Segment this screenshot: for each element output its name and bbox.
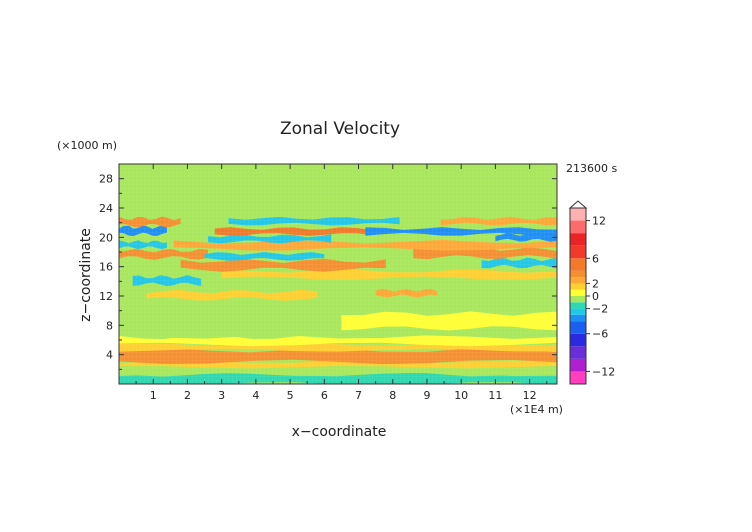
x-tick-label: 10 [454, 389, 468, 402]
y-tick-label: 12 [99, 290, 113, 303]
x-tick-label: 3 [218, 389, 225, 402]
colorbar-segment [570, 208, 586, 221]
time-label: 213600 s [566, 162, 617, 175]
x-tick-label: 8 [389, 389, 396, 402]
x-tick-label: 7 [355, 389, 362, 402]
x-tick-label: 9 [423, 389, 430, 402]
colorbar-segment [570, 233, 586, 246]
plot-frame [118, 163, 558, 385]
y-tick-label: 24 [99, 202, 113, 215]
colorbar-segment [570, 302, 586, 309]
x-unit-label: (×1E4 m) [510, 403, 563, 416]
x-tick-label: 2 [184, 389, 191, 402]
x-tick-label: 5 [287, 389, 294, 402]
colorbar-segment [570, 346, 586, 359]
colorbar-tick-label: −2 [592, 303, 608, 316]
plot-area [118, 163, 558, 385]
x-tick-label: 12 [523, 389, 537, 402]
colorbar-segment [570, 371, 586, 384]
colorbar-tick-label: −6 [592, 328, 608, 341]
y-axis-label: z−coordinate [78, 228, 94, 322]
y-tick-label: 20 [99, 231, 113, 244]
colorbar-tick-label: 12 [592, 215, 606, 228]
chart-title: Zonal Velocity [280, 119, 400, 139]
colorbar-segment [570, 277, 586, 284]
x-tick-label: 4 [252, 389, 259, 402]
y-tick-label: 16 [99, 261, 113, 274]
colorbar-segment [570, 258, 586, 271]
colorbar-tick-label: 0 [592, 290, 599, 303]
colorbar-segment [570, 321, 586, 334]
y-unit-label: (×1000 m) [57, 139, 117, 152]
x-axis-label: x−coordinate [292, 424, 387, 440]
x-tick-label: 11 [488, 389, 502, 402]
colorbar-segment [570, 220, 586, 234]
colorbar-tick-label: −12 [592, 365, 615, 378]
y-tick-label: 8 [106, 319, 113, 332]
plot-texture [119, 164, 557, 384]
colorbar-segment [570, 245, 586, 259]
colorbar [568, 200, 588, 385]
colorbar-tick-label: 2 [592, 277, 599, 290]
colorbar-segment [570, 270, 586, 278]
colorbar-segment [570, 283, 586, 290]
x-tick-label: 6 [321, 389, 328, 402]
colorbar-arrow [568, 200, 588, 209]
colorbar-segment [570, 289, 586, 296]
colorbar-segment [570, 308, 586, 315]
y-tick-label: 28 [99, 173, 113, 186]
y-tick-label: 4 [106, 349, 113, 362]
colorbar-segment [570, 333, 586, 347]
colorbar-segment [570, 358, 586, 372]
colorbar-segment [570, 314, 586, 322]
colorbar-segment [570, 296, 586, 303]
x-tick-label: 1 [150, 389, 157, 402]
colorbar-tick-label: 6 [592, 252, 599, 265]
